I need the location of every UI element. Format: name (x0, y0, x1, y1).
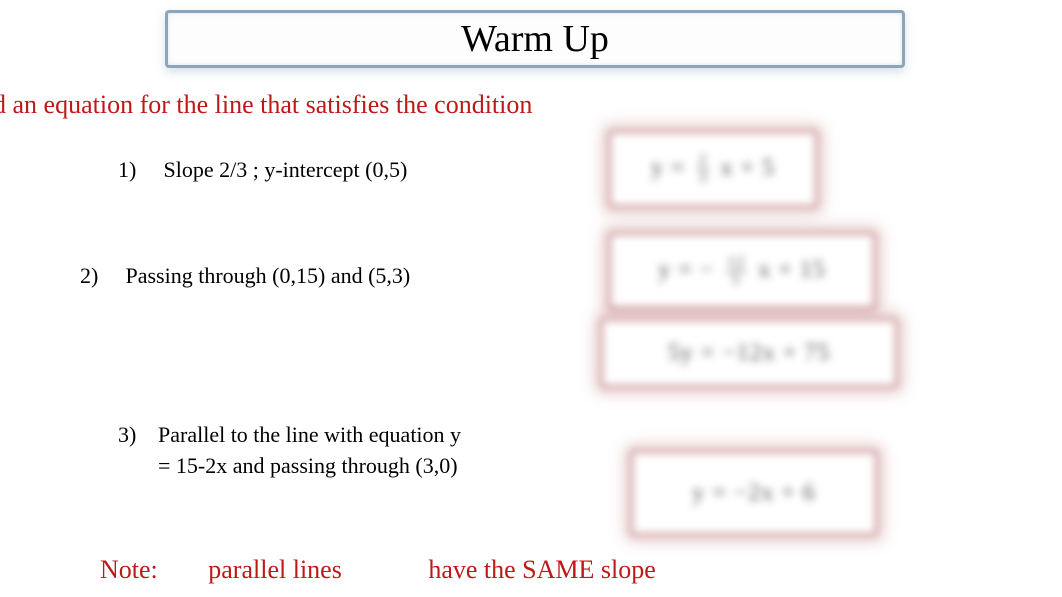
answer-2-text: y = − 12 5 x + 15 (658, 255, 826, 288)
note-right: have the SAME slope (428, 555, 655, 585)
note-mid: parallel lines (208, 555, 342, 585)
question-1-number: 1) (118, 157, 158, 183)
note-label: Note: (100, 555, 158, 585)
answer-1-suffix: x + 5 (721, 155, 776, 181)
instruction-text: nd an equation for the line that satisfi… (0, 90, 532, 120)
note-line: Note: parallel lines have the SAME slope (100, 555, 656, 585)
answer-2-frac-top: 12 (725, 255, 747, 272)
question-2-text: Passing through (0,15) and (5,3) (126, 263, 411, 288)
answer-box-4: y = −2x + 6 (630, 450, 878, 536)
title-container: Warm Up (165, 10, 905, 80)
answer-1-prefix: y = (651, 155, 686, 181)
title-box: Warm Up (165, 10, 905, 68)
question-3-number: 3) (118, 420, 158, 451)
answer-2-suffix: x + 15 (758, 257, 826, 283)
answer-1-fraction: 2 3 (697, 153, 710, 186)
answer-2-prefix: y = − (658, 257, 714, 283)
answer-1-text: y = 2 3 x + 5 (651, 153, 775, 186)
question-1-text: Slope 2/3 ; y-intercept (0,5) (164, 157, 408, 182)
answer-2-frac-bot: 5 (730, 272, 743, 288)
question-1: 1) Slope 2/3 ; y-intercept (0,5) (118, 157, 407, 183)
answer-1-frac-top: 2 (697, 153, 710, 170)
answer-1-frac-bot: 3 (697, 170, 710, 186)
question-3-text: Parallel to the line with equation y = 1… (158, 420, 468, 482)
question-2: 2) Passing through (0,15) and (5,3) (80, 263, 410, 289)
question-3: 3)Parallel to the line with equation y =… (118, 420, 478, 482)
answer-4-text: y = −2x + 6 (692, 480, 816, 507)
answer-2-fraction: 12 5 (725, 255, 747, 288)
answer-box-3: 5y = −12x + 75 (600, 318, 898, 388)
answer-3-text: 5y = −12x + 75 (668, 340, 831, 367)
answer-box-1: y = 2 3 x + 5 (608, 130, 818, 208)
page-title: Warm Up (461, 17, 609, 61)
answer-box-2: y = − 12 5 x + 15 (608, 232, 876, 310)
question-2-number: 2) (80, 263, 120, 289)
